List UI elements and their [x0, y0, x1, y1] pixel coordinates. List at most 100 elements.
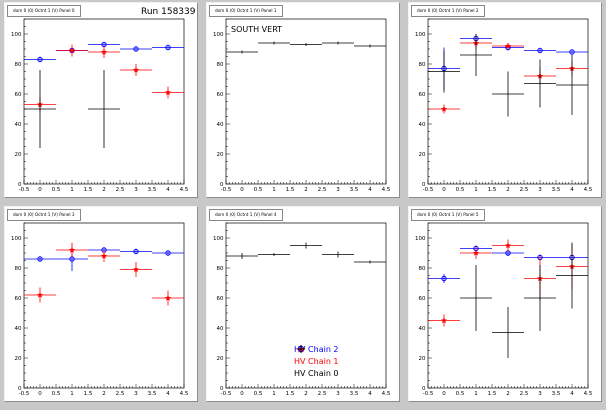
point-marker-circle — [37, 56, 43, 63]
x-tick-label: 2.5 — [318, 187, 327, 193]
x-tick-label: 3 — [538, 391, 542, 397]
y-tick-label: 60 — [419, 296, 426, 302]
data-point — [88, 46, 120, 58]
x-tick-label: 2.5 — [520, 187, 529, 193]
x-tick-label: 2.5 — [520, 391, 529, 397]
data-point — [290, 43, 322, 46]
y-tick-label: 80 — [217, 62, 224, 68]
data-point — [524, 265, 556, 331]
point-marker-star — [504, 42, 512, 49]
pad-title: dom 0 (0) Octnt 1 (V) Panel 0 — [7, 5, 81, 17]
y-tick-label: 100 — [415, 236, 426, 242]
x-tick-label: 0.5 — [254, 187, 263, 193]
y-tick-label: 20 — [419, 356, 426, 362]
x-tick-label: 1 — [70, 391, 74, 397]
point-marker-star — [504, 242, 512, 249]
data-point — [428, 50, 460, 93]
data-point — [354, 44, 386, 48]
data-point — [492, 239, 524, 252]
x-tick-label: 2 — [506, 391, 510, 397]
data-point — [428, 314, 460, 327]
data-point — [152, 250, 184, 256]
data-point — [556, 242, 588, 309]
x-tick-label: 1.5 — [84, 187, 93, 193]
x-tick-label: 1.5 — [286, 391, 295, 397]
chart-pad-1: -0.5 0 0.5 1 1.5 2 2.5 3 3.5 4 4.5 0 20 40 60 80 100 dom… — [206, 2, 400, 198]
point-marker-star — [68, 47, 76, 54]
x-tick-label: 1 — [272, 187, 276, 193]
data-point — [88, 41, 120, 48]
y-tick-label: 60 — [15, 92, 22, 98]
x-tick-label: 0.5 — [254, 391, 263, 397]
data-point — [322, 251, 354, 258]
data-point — [120, 46, 152, 52]
y-tick-label: 20 — [217, 356, 224, 362]
data-point — [258, 253, 290, 256]
x-tick-label: 1.5 — [286, 187, 295, 193]
y-tick-label: 0 — [18, 386, 22, 392]
point-marker-star — [440, 317, 448, 324]
data-point — [460, 34, 492, 76]
point-marker-star — [164, 294, 172, 301]
x-tick-label: 0 — [442, 187, 446, 193]
data-point — [322, 41, 354, 45]
x-tick-label: 2 — [102, 391, 106, 397]
x-tick-label: 4.5 — [180, 187, 189, 193]
y-tick-label: 60 — [15, 296, 22, 302]
pad-title: dom 0 (0) Octnt 1 (V) Panel 4 — [209, 209, 283, 221]
x-tick-label: 3 — [134, 187, 138, 193]
legend-marker-plus — [297, 345, 305, 353]
y-tick-label: 40 — [419, 122, 426, 128]
y-tick-label: 80 — [217, 266, 224, 272]
data-point — [258, 41, 290, 45]
data-point — [24, 70, 56, 148]
x-tick-label: 0 — [38, 187, 42, 193]
x-tick-label: 4 — [166, 391, 170, 397]
x-tick-label: -0.5 — [221, 187, 232, 193]
legend-label: HV Chain 2 — [294, 344, 339, 354]
point-marker-circle — [569, 49, 575, 55]
y-tick-label: 40 — [217, 122, 224, 128]
y-tick-label: 60 — [217, 92, 224, 98]
point-marker-star — [132, 66, 140, 73]
legend: HV Chain 2 HV Chain 1 HV Chain 0 — [291, 343, 391, 379]
x-tick-label: 3.5 — [350, 391, 359, 397]
point-marker-star — [100, 252, 108, 259]
x-tick-label: 4.5 — [382, 391, 391, 397]
pad-title: dom 0 (0) Octnt 1 (V) Panel 5 — [411, 209, 485, 221]
x-tick-label: 2.5 — [116, 391, 125, 397]
chart-pad-3: -0.5 0 0.5 1 1.5 2 2.5 3 3.5 4 4.5 0 20 40 60 80 100 dom… — [4, 206, 198, 402]
x-tick-label: 1.5 — [84, 391, 93, 397]
x-tick-label: 3 — [134, 391, 138, 397]
x-tick-label: 3 — [336, 187, 340, 193]
y-tick-label: 100 — [213, 32, 224, 38]
x-tick-label: 0.5 — [52, 391, 61, 397]
data-point — [24, 256, 56, 262]
x-tick-label: 0 — [442, 391, 446, 397]
pad-title: dom 0 (0) Octnt 1 (V) Panel 3 — [7, 209, 81, 221]
y-tick-label: 40 — [217, 326, 224, 332]
x-tick-label: 1 — [474, 187, 478, 193]
data-point — [492, 42, 524, 49]
pad-title: dom 0 (0) Octnt 1 (V) Panel 2 — [411, 5, 485, 17]
x-tick-label: -0.5 — [221, 391, 232, 397]
pad-title: dom 0 (0) Octnt 1 (V) Panel 1 — [209, 5, 283, 17]
x-tick-label: 2 — [304, 391, 308, 397]
point-marker-star — [68, 246, 76, 253]
y-tick-label: 0 — [422, 182, 426, 188]
x-tick-label: 0.5 — [52, 187, 61, 193]
y-tick-label: 40 — [15, 326, 22, 332]
x-tick-label: 3.5 — [148, 187, 157, 193]
point-marker-circle — [441, 275, 447, 282]
x-tick-label: 3.5 — [552, 391, 561, 397]
data-point — [492, 71, 524, 117]
x-tick-label: 2 — [304, 187, 308, 193]
y-tick-label: 80 — [15, 266, 22, 272]
x-tick-label: -0.5 — [423, 391, 434, 397]
x-tick-label: 2 — [102, 187, 106, 193]
